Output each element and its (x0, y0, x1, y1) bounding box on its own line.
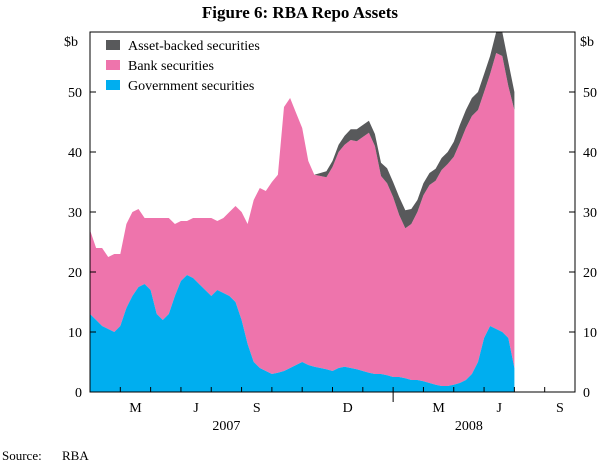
x-tick-label: M (129, 401, 142, 416)
y-tick-label-left: 0 (75, 386, 82, 401)
x-tick-label: S (556, 401, 564, 416)
y-axis-right: 0 10 20 30 40 50 (569, 86, 597, 401)
legend-label-asset-backed: Asset-backed securities (128, 39, 260, 54)
area-layers (90, 32, 515, 392)
x-year-label: 2008 (455, 419, 483, 434)
legend-label-bank: Bank securities (128, 59, 214, 74)
source-label: Source: (2, 448, 42, 463)
x-tick-label: J (496, 401, 502, 416)
x-tick-label: J (193, 401, 199, 416)
y-tick-label-right: 10 (583, 326, 597, 341)
y-tick-label-right: 40 (583, 146, 597, 161)
y-tick-label-right: 0 (583, 386, 590, 401)
y-axis-unit-left: $b (64, 35, 78, 50)
y-tick-label-left: 20 (68, 266, 82, 281)
y-tick-label-right: 50 (583, 86, 597, 101)
y-tick-label-left: 30 (68, 206, 82, 221)
legend-swatch-asset-backed (106, 40, 120, 50)
source-value: RBA (62, 448, 89, 463)
y-tick-label-right: 30 (583, 206, 597, 221)
x-tick-label: M (432, 401, 445, 416)
series-area-government-securities (90, 275, 515, 392)
legend-label-government: Government securities (128, 79, 254, 94)
y-axis-left: 0 10 20 30 40 50 (68, 86, 96, 401)
x-tick-label: S (253, 401, 261, 416)
series-area-bank-securities (90, 53, 515, 386)
y-tick-label-left: 40 (68, 146, 82, 161)
chart-title: Figure 6: RBA Repo Assets (202, 3, 399, 22)
y-tick-label-right: 20 (583, 266, 597, 281)
x-year-label: 2007 (212, 419, 240, 434)
legend-swatch-bank (106, 60, 120, 70)
legend: Asset-backed securities Bank securities … (106, 39, 260, 94)
y-tick-label-left: 50 (68, 86, 82, 101)
y-axis-unit-right: $b (580, 35, 594, 50)
x-tick-label: D (343, 401, 353, 416)
y-tick-label-left: 10 (68, 326, 82, 341)
x-axis: M J S D M J S 2007 2008 (119, 387, 564, 434)
legend-swatch-government (106, 80, 120, 90)
